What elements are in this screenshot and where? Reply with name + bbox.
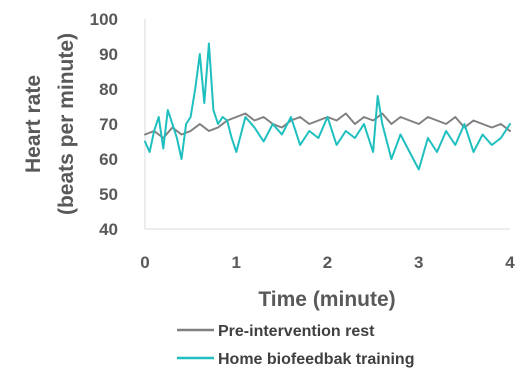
x-axis-title: Time (minute)	[258, 288, 395, 311]
y-tick-label: 50	[99, 185, 118, 204]
y-axis-title-line: (beats per minute)	[55, 33, 78, 215]
y-tick-label: 90	[99, 45, 118, 64]
x-tick-labels: 0 1 2 3 4	[140, 253, 515, 272]
y-tick-label: 80	[99, 80, 118, 99]
y-tick-label: 100	[90, 10, 118, 29]
y-tick-label: 70	[99, 115, 118, 134]
legend-label: Pre-intervention rest	[218, 323, 375, 340]
x-tick-label: 0	[140, 253, 149, 272]
x-tick-label: 1	[232, 253, 241, 272]
series-layer	[144, 42, 511, 171]
y-tick-label: 60	[99, 150, 118, 169]
y-axis-title-line: Heart rate	[22, 75, 45, 173]
legend-label: Home biofeedbak training	[218, 351, 414, 368]
x-tick-label: 4	[505, 253, 515, 272]
y-tick-label: 40	[99, 220, 118, 239]
plot-area	[144, 19, 511, 230]
y-axis-title: Heart rate (beats per minute)	[22, 33, 78, 215]
x-tick-label: 3	[414, 253, 423, 272]
legend: Pre-intervention rest Home biofeedbak tra…	[177, 323, 414, 368]
y-tick-labels: 40 50 60 70 80 90 100	[90, 10, 118, 239]
series-line	[144, 42, 511, 171]
x-tick-label: 2	[323, 253, 332, 272]
